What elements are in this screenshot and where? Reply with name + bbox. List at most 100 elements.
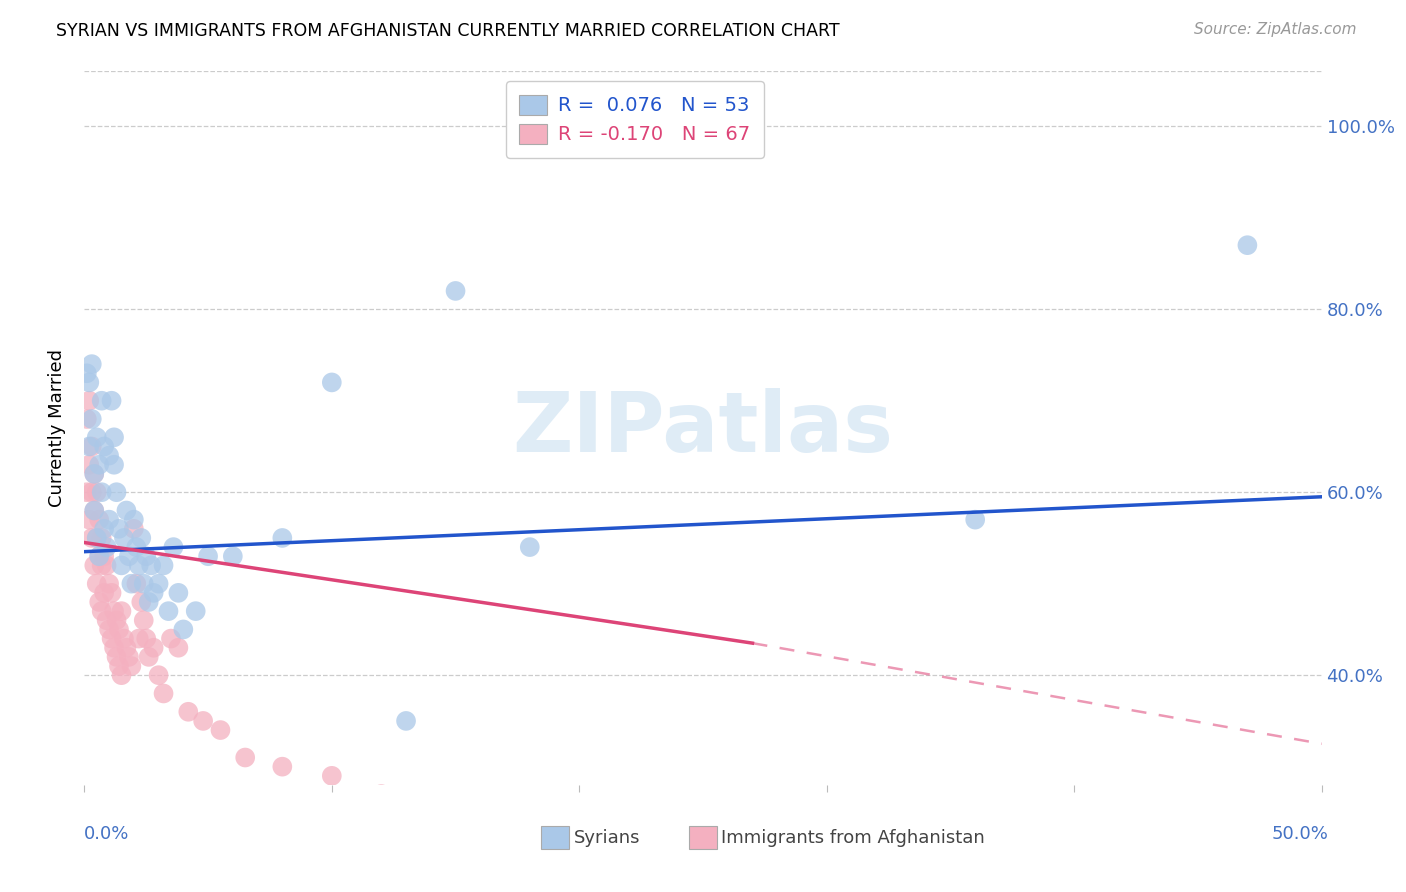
- Point: [132, 576, 155, 591]
- Point: [96, 540, 118, 554]
- Point: [108, 659, 131, 673]
- Point: [519, 540, 541, 554]
- Point: [76, 366, 98, 380]
- Point: [80, 357, 103, 371]
- Point: [86, 430, 108, 444]
- Point: [568, 814, 591, 829]
- Point: [129, 595, 152, 609]
- Point: [79, 393, 101, 408]
- Point: [93, 586, 115, 600]
- Point: [271, 531, 294, 545]
- Point: [222, 549, 245, 564]
- Point: [167, 640, 190, 655]
- Point: [138, 595, 160, 609]
- Point: [105, 613, 128, 627]
- Point: [233, 750, 256, 764]
- Point: [105, 649, 128, 664]
- Point: [86, 485, 108, 500]
- Point: [132, 613, 155, 627]
- Point: [128, 558, 150, 573]
- Point: [152, 686, 174, 700]
- Point: [152, 558, 174, 573]
- Text: SYRIAN VS IMMIGRANTS FROM AFGHANISTAN CURRENTLY MARRIED CORRELATION CHART: SYRIAN VS IMMIGRANTS FROM AFGHANISTAN CU…: [56, 22, 839, 40]
- Point: [89, 595, 111, 609]
- Point: [1236, 238, 1258, 252]
- Point: [89, 549, 111, 564]
- Point: [83, 467, 105, 481]
- Point: [79, 440, 101, 454]
- Point: [90, 604, 112, 618]
- Text: Source: ZipAtlas.com: Source: ZipAtlas.com: [1194, 22, 1357, 37]
- Point: [90, 558, 112, 573]
- Point: [120, 659, 142, 673]
- Point: [103, 640, 125, 655]
- Point: [321, 376, 343, 390]
- Point: [209, 723, 232, 737]
- Point: [643, 833, 665, 847]
- Point: [160, 632, 183, 646]
- Point: [80, 531, 103, 545]
- Point: [162, 540, 184, 554]
- Point: [80, 485, 103, 500]
- Point: [83, 503, 105, 517]
- Point: [177, 705, 200, 719]
- Point: [86, 576, 108, 591]
- Point: [138, 649, 160, 664]
- Point: [98, 576, 121, 591]
- Point: [100, 586, 122, 600]
- Point: [108, 522, 131, 536]
- Point: [135, 549, 157, 564]
- Point: [110, 604, 132, 618]
- Text: Immigrants from Afghanistan: Immigrants from Afghanistan: [721, 829, 986, 847]
- Point: [321, 769, 343, 783]
- Text: Syrians: Syrians: [574, 829, 640, 847]
- Point: [128, 632, 150, 646]
- Point: [125, 576, 148, 591]
- Point: [444, 284, 467, 298]
- Point: [98, 449, 121, 463]
- Point: [120, 576, 142, 591]
- Point: [110, 558, 132, 573]
- Point: [86, 531, 108, 545]
- Point: [103, 458, 125, 472]
- Point: [83, 558, 105, 573]
- Point: [965, 513, 987, 527]
- Point: [370, 787, 392, 801]
- Point: [494, 805, 516, 820]
- Text: ZIPatlas: ZIPatlas: [513, 388, 893, 468]
- Point: [108, 623, 131, 637]
- Point: [93, 549, 115, 564]
- Point: [96, 558, 118, 573]
- Point: [122, 522, 145, 536]
- Point: [110, 668, 132, 682]
- Legend: R =  0.076   N = 53, R = -0.170   N = 67: R = 0.076 N = 53, R = -0.170 N = 67: [506, 81, 763, 158]
- Point: [96, 613, 118, 627]
- Point: [172, 623, 194, 637]
- Point: [184, 604, 207, 618]
- Y-axis label: Currently Married: Currently Married: [48, 349, 66, 508]
- Point: [103, 430, 125, 444]
- Point: [86, 531, 108, 545]
- Point: [80, 440, 103, 454]
- Point: [89, 513, 111, 527]
- Point: [79, 458, 101, 472]
- Point: [80, 412, 103, 426]
- Text: 50.0%: 50.0%: [1272, 825, 1329, 843]
- Point: [100, 393, 122, 408]
- Point: [100, 632, 122, 646]
- Point: [89, 549, 111, 564]
- Point: [112, 531, 135, 545]
- Point: [142, 640, 165, 655]
- Point: [122, 513, 145, 527]
- Point: [125, 540, 148, 554]
- Point: [89, 458, 111, 472]
- Point: [692, 842, 714, 856]
- Point: [76, 485, 98, 500]
- Point: [395, 714, 418, 728]
- Point: [79, 513, 101, 527]
- Point: [90, 485, 112, 500]
- Point: [197, 549, 219, 564]
- Point: [98, 513, 121, 527]
- Point: [167, 586, 190, 600]
- Point: [157, 604, 180, 618]
